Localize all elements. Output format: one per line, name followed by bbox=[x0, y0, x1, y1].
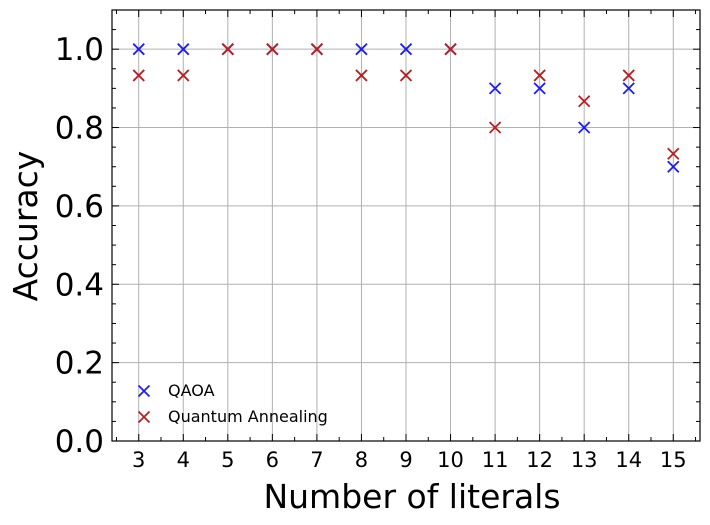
data-point bbox=[221, 43, 234, 56]
data-point bbox=[578, 121, 591, 134]
x-tick-label: 13 bbox=[571, 448, 598, 472]
series-quantum-annealing bbox=[132, 43, 680, 160]
x-tick-label: 4 bbox=[177, 448, 190, 472]
legend-label-qaoa: QAOA bbox=[168, 381, 215, 400]
y-tick-label: 0.4 bbox=[55, 267, 104, 303]
y-tick-label: 0.6 bbox=[55, 189, 104, 225]
tick-marks bbox=[112, 10, 700, 442]
x-tick-label: 7 bbox=[310, 448, 323, 472]
legend-marker-quantum-annealing bbox=[137, 410, 151, 424]
x-tick-label: 5 bbox=[221, 448, 234, 472]
data-point bbox=[399, 69, 413, 82]
legend-marker-qaoa bbox=[137, 384, 151, 398]
data-point bbox=[355, 43, 368, 56]
data-point bbox=[488, 82, 502, 95]
data-point bbox=[355, 69, 368, 82]
data-point bbox=[399, 43, 413, 56]
x-tick-label: 12 bbox=[526, 448, 553, 472]
x-tick-label: 6 bbox=[266, 448, 279, 472]
y-tick-label: 1.0 bbox=[55, 32, 104, 68]
data-point bbox=[310, 43, 324, 56]
y-tick-label: 0.2 bbox=[55, 346, 104, 382]
legend: QAOA Quantum Annealing bbox=[137, 381, 328, 426]
data-point bbox=[488, 121, 502, 134]
x-tick-labels: 3 4 5 6 7 8 9 10 11 12 13 14 15 bbox=[132, 448, 687, 472]
data-point bbox=[266, 43, 279, 56]
data-point bbox=[177, 69, 190, 82]
y-axis-title: Accuracy bbox=[6, 151, 45, 302]
y-tick-label: 0.0 bbox=[55, 424, 104, 460]
data-point bbox=[667, 160, 680, 173]
data-point bbox=[132, 43, 145, 56]
x-tick-label: 8 bbox=[355, 448, 368, 472]
data-point bbox=[578, 95, 591, 108]
data-points bbox=[132, 43, 680, 173]
x-tick-label: 10 bbox=[437, 448, 464, 472]
legend-x-mark bbox=[137, 384, 151, 398]
data-point bbox=[132, 69, 145, 82]
legend-item-quantum-annealing: Quantum Annealing bbox=[137, 407, 328, 426]
data-point bbox=[533, 69, 546, 82]
x-tick-label: 14 bbox=[615, 448, 642, 472]
data-point bbox=[667, 147, 680, 160]
data-point bbox=[533, 82, 546, 95]
x-tick-label: 11 bbox=[482, 448, 509, 472]
legend-label-quantum-annealing: Quantum Annealing bbox=[168, 407, 328, 426]
data-point bbox=[444, 43, 457, 56]
x-axis-title: Number of literals bbox=[263, 477, 560, 516]
x-tick-label: 3 bbox=[132, 448, 145, 472]
y-tick-label: 0.8 bbox=[55, 111, 104, 147]
x-tick-label: 15 bbox=[660, 448, 687, 472]
y-tick-labels: 0.0 0.2 0.4 0.6 0.8 1.0 bbox=[55, 32, 104, 460]
data-point bbox=[622, 82, 635, 95]
legend-item-qaoa: QAOA bbox=[137, 381, 215, 400]
x-tick-label: 9 bbox=[399, 448, 412, 472]
legend-x-mark bbox=[137, 410, 151, 424]
data-point bbox=[622, 69, 635, 82]
data-point bbox=[177, 43, 190, 56]
